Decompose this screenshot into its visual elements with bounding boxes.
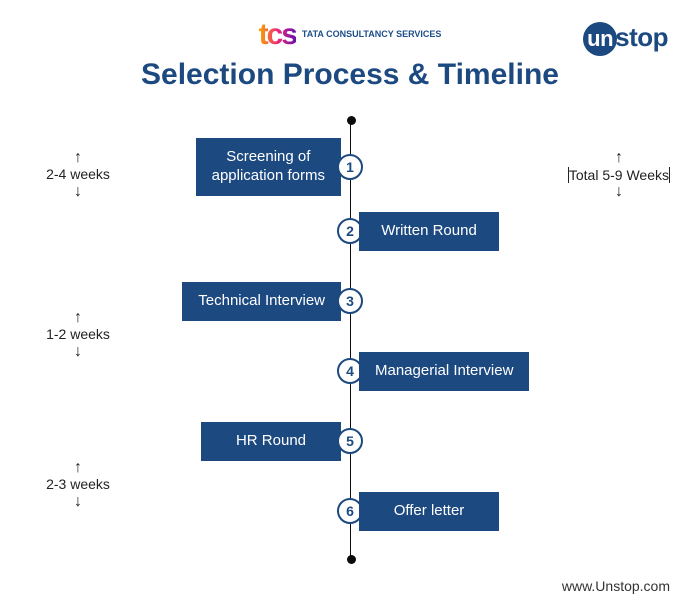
step-2-label: Written Round xyxy=(359,212,499,251)
duration-1: 2-4 weeks xyxy=(38,150,118,200)
arrow-up-icon xyxy=(38,150,118,166)
step-2: 2 Written Round xyxy=(337,212,499,251)
tcs-logo: tcs TATA CONSULTANCY SERVICES xyxy=(259,18,442,52)
page-title: Selection Process & Timeline xyxy=(0,58,700,92)
duration-3-label: 2-3 weeks xyxy=(38,476,118,494)
footer-url: www.Unstop.com xyxy=(562,578,670,594)
arrow-down-icon xyxy=(568,184,670,200)
timeline: Screening of application forms 1 2 Writt… xyxy=(0,120,700,560)
step-5-label: HR Round xyxy=(201,422,341,461)
step-4: 4 Managerial Interview xyxy=(337,352,529,391)
total-label: Total 5-9 Weeks xyxy=(569,167,669,183)
unstop-rest: stop xyxy=(615,22,668,52)
step-6: 6 Offer letter xyxy=(337,492,499,531)
total-duration: Total 5-9 Weeks xyxy=(568,150,670,200)
step-3: Technical Interview 3 xyxy=(182,282,363,321)
arrow-down-icon xyxy=(38,494,118,510)
tcs-wordmark: tcs xyxy=(259,18,296,52)
step-3-number: 3 xyxy=(337,288,363,314)
duration-2: 1-2 weeks xyxy=(38,310,118,360)
step-1-label: Screening of application forms xyxy=(196,138,341,196)
unstop-badge: un xyxy=(583,22,617,56)
arrow-down-icon xyxy=(38,344,118,360)
duration-1-label: 2-4 weeks xyxy=(38,166,118,184)
step-1: Screening of application forms 1 xyxy=(196,138,363,196)
duration-2-label: 1-2 weeks xyxy=(38,326,118,344)
total-bar-below xyxy=(669,167,670,183)
step-5-number: 5 xyxy=(337,428,363,454)
duration-3: 2-3 weeks xyxy=(38,460,118,510)
step-4-label: Managerial Interview xyxy=(359,352,529,391)
arrow-up-icon xyxy=(38,460,118,476)
step-3-label: Technical Interview xyxy=(182,282,341,321)
arrow-down-icon xyxy=(38,184,118,200)
step-1-number: 1 xyxy=(337,154,363,180)
step-6-label: Offer letter xyxy=(359,492,499,531)
unstop-logo: unstop xyxy=(583,22,668,56)
tcs-subtitle: TATA CONSULTANCY SERVICES xyxy=(302,30,442,39)
step-5: HR Round 5 xyxy=(201,422,363,461)
arrow-up-icon xyxy=(568,150,670,166)
arrow-up-icon xyxy=(38,310,118,326)
